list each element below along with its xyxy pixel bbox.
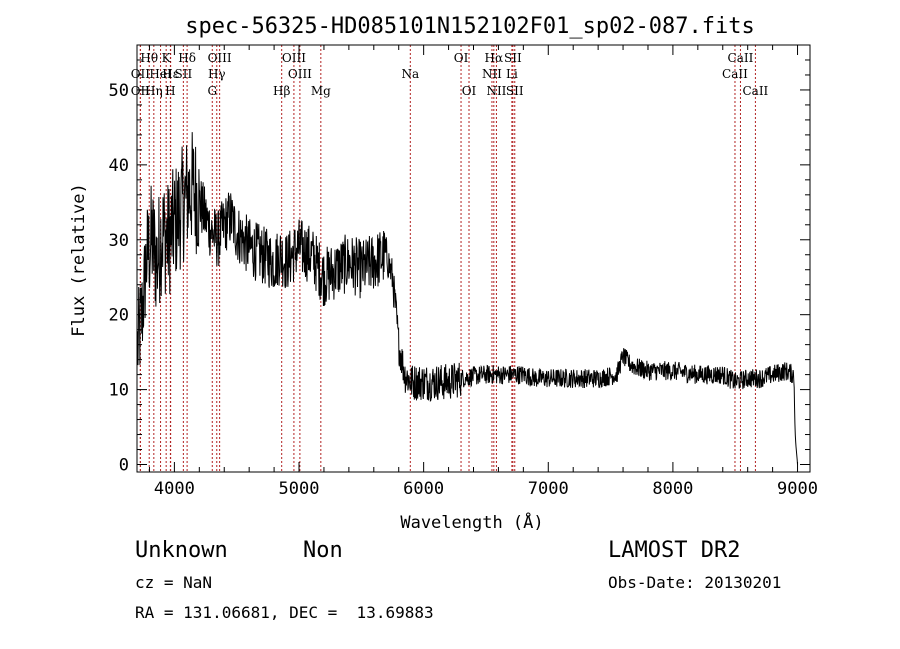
- line-marker-label: Hδ: [178, 51, 196, 65]
- line-marker-label: Hε: [162, 67, 179, 81]
- line-marker-label: Hα: [485, 51, 504, 65]
- line-marker-label: NII: [486, 84, 506, 98]
- y-axis: 0 10 20 30 40 50: [109, 59, 810, 476]
- redshift-cz: cz = NaN: [135, 573, 213, 592]
- line-marker-label: CaII: [722, 67, 748, 81]
- x-tick-label: 7000: [528, 479, 569, 499]
- y-tick-label: 10: [109, 381, 129, 401]
- line-marker-label: Li: [506, 67, 518, 81]
- line-marker-label: Mg: [311, 84, 331, 98]
- x-tick-label: 8000: [652, 479, 693, 499]
- x-axis-label: Wavelength (Å): [400, 511, 543, 533]
- observation-date: Obs-Date: 20130201: [608, 573, 782, 592]
- line-marker-label: Hθ: [140, 51, 158, 65]
- line-marker-label: NII: [482, 67, 502, 81]
- line-marker-label: Hγ: [208, 67, 226, 81]
- chart-title: spec-56325-HD085101N152102F01_sp02-087.f…: [185, 14, 755, 39]
- line-marker-label: OIII: [208, 51, 232, 65]
- x-tick-label: 6000: [403, 479, 444, 499]
- y-axis-label: Flux (relative): [69, 183, 89, 337]
- y-tick-label: 50: [109, 81, 129, 101]
- line-marker-label: OI: [454, 51, 469, 65]
- y-tick-label: 0: [119, 456, 129, 476]
- line-marker-label: CaII: [728, 51, 754, 65]
- line-marker-label: SII: [506, 84, 524, 98]
- x-tick-label: 5000: [279, 479, 320, 499]
- spectrum-line: [137, 132, 798, 465]
- line-marker-label: Hβ: [273, 84, 290, 98]
- line-marker-label: SII: [504, 51, 522, 65]
- y-tick-label: 30: [109, 231, 129, 251]
- line-marker-label: HeI: [149, 67, 172, 81]
- y-tick-label: 40: [109, 156, 129, 176]
- line-marker-label: G: [207, 84, 217, 98]
- line-marker-label: K: [162, 51, 172, 65]
- line-marker-label: OIII: [288, 67, 312, 81]
- line-marker-label: Na: [401, 67, 419, 81]
- line-marker-label: OI: [462, 84, 477, 98]
- line-marker-label: CaII: [742, 84, 768, 98]
- x-axis: 4000 5000 6000 7000 8000 9000: [148, 45, 818, 499]
- line-marker-label: OIII: [282, 51, 306, 65]
- line-marker-label: SII: [175, 67, 193, 81]
- spectral-subclass: Non: [303, 538, 343, 563]
- x-tick-label: 9000: [777, 479, 818, 499]
- spectral-class: Unknown: [135, 538, 228, 563]
- line-marker-label: OII: [131, 67, 151, 81]
- x-tick-label: 4000: [154, 479, 195, 499]
- line-markers: [139, 45, 756, 472]
- line-marker-label: Hη: [145, 84, 163, 98]
- line-marker-label: H: [165, 84, 175, 98]
- y-tick-label: 20: [109, 306, 129, 326]
- survey-name: LAMOST DR2: [608, 538, 741, 563]
- line-marker-label: OII: [131, 84, 151, 98]
- ra-dec-coordinates: RA = 131.06681, DEC = 13.69883: [135, 603, 434, 622]
